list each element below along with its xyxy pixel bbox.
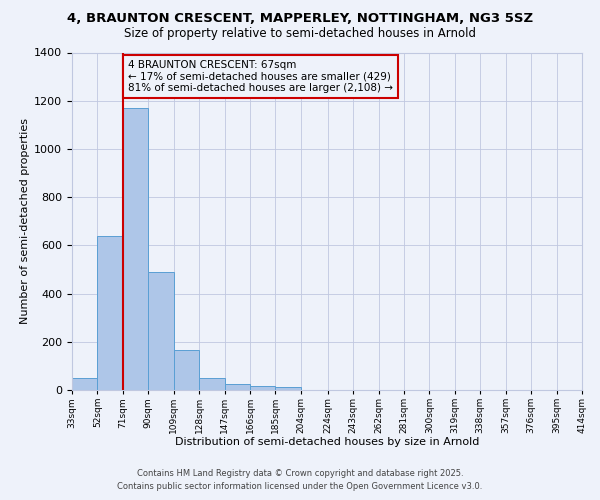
Y-axis label: Number of semi-detached properties: Number of semi-detached properties <box>20 118 30 324</box>
Bar <box>275 387 301 390</box>
Bar <box>97 236 123 390</box>
Bar <box>199 378 224 390</box>
Bar <box>224 384 250 390</box>
Text: Size of property relative to semi-detached houses in Arnold: Size of property relative to semi-detach… <box>124 28 476 40</box>
Text: 4 BRAUNTON CRESCENT: 67sqm
← 17% of semi-detached houses are smaller (429)
81% o: 4 BRAUNTON CRESCENT: 67sqm ← 17% of semi… <box>128 60 393 93</box>
Text: Contains HM Land Registry data © Crown copyright and database right 2025.
Contai: Contains HM Land Registry data © Crown c… <box>118 470 482 491</box>
Bar <box>174 350 199 390</box>
Bar <box>148 272 174 390</box>
Bar <box>123 108 148 390</box>
X-axis label: Distribution of semi-detached houses by size in Arnold: Distribution of semi-detached houses by … <box>175 438 479 448</box>
Bar <box>250 386 275 390</box>
Text: 4, BRAUNTON CRESCENT, MAPPERLEY, NOTTINGHAM, NG3 5SZ: 4, BRAUNTON CRESCENT, MAPPERLEY, NOTTING… <box>67 12 533 26</box>
Bar <box>72 378 97 390</box>
